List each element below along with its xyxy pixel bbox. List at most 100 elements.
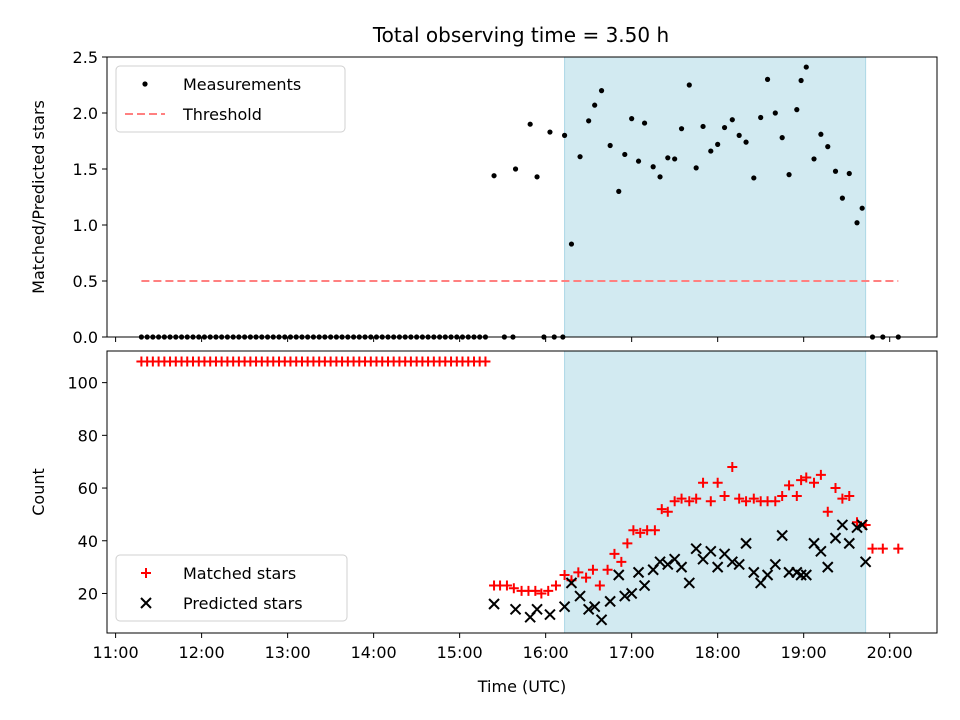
matched-stars-point — [698, 477, 709, 488]
predicted-stars-point — [690, 542, 702, 555]
predicted-stars-point — [733, 558, 745, 571]
matched-stars-point — [676, 493, 687, 504]
predicted-stars-point — [588, 600, 601, 613]
measurement-point — [794, 107, 800, 113]
measurement-point — [607, 142, 613, 149]
matched-stars-point — [877, 543, 888, 554]
chart-title: Total observing time = 3.50 h — [372, 23, 669, 47]
legend-top: Measurements Threshold — [115, 65, 346, 133]
predicted-stars-point — [836, 519, 849, 531]
matched-stars-point — [669, 496, 680, 507]
predicted-stars-point — [815, 545, 827, 558]
measurement-point — [818, 131, 824, 137]
matched-stars-point — [719, 490, 730, 501]
predicted-stars-point — [761, 569, 774, 581]
y-tick-label: 0.0 — [73, 328, 98, 347]
y-axis-label: Matched/Predicted stars — [29, 100, 48, 294]
matched-stars-point — [727, 461, 738, 472]
legend-measurements-label: Measurements — [183, 75, 301, 94]
x-tick-label: 12:00 — [179, 643, 225, 662]
y-tick-label: 100 — [67, 374, 98, 393]
matched-stars-point — [801, 472, 812, 483]
matched-stars-point — [705, 496, 716, 507]
matched-stars-point — [573, 567, 584, 578]
measurement-point — [561, 132, 568, 138]
predicted-stars-point — [769, 558, 782, 571]
observing-span-shade — [564, 56, 867, 338]
predicted-stars-point — [711, 561, 724, 573]
matched-stars-point — [602, 564, 613, 575]
predicted-stars-point — [829, 532, 842, 544]
y-tick-label: 40 — [78, 532, 98, 551]
matched-stars-point — [635, 527, 646, 538]
matched-stars-point — [536, 588, 547, 599]
measurement-point — [743, 139, 749, 145]
legend-matched-label: Matched stars — [183, 564, 296, 583]
predicted-stars-point — [776, 529, 788, 542]
legend-box — [115, 554, 348, 622]
y-tick-label: 0.5 — [73, 272, 98, 291]
matched-stars-point — [616, 556, 627, 567]
measurement-point — [693, 165, 699, 171]
matched-stars-point — [867, 543, 878, 554]
measurement-point — [635, 158, 642, 164]
matched-stars-point — [587, 564, 598, 575]
y-tick-label: 20 — [78, 584, 98, 603]
measurement-point — [786, 172, 792, 178]
measurement-point — [686, 82, 692, 88]
predicted-stars-point — [531, 603, 543, 615]
measurement-point — [672, 156, 678, 162]
predicted-stars-point — [740, 537, 752, 550]
matched-stars-point — [609, 548, 620, 559]
measurement-point — [616, 188, 622, 194]
measurement-point — [534, 174, 540, 180]
matched-stars-point — [622, 538, 633, 549]
matched-stars-point — [770, 496, 781, 507]
predicted-stars-point — [558, 600, 571, 613]
measurement-point — [650, 164, 656, 170]
measurement-point — [758, 114, 764, 121]
matched-stars-point — [734, 493, 745, 504]
measurement-point — [798, 77, 804, 84]
matched-stars-point — [594, 580, 605, 591]
predicted-stars-point — [856, 519, 868, 531]
matched-stars-point — [893, 543, 904, 554]
matched-stars-point — [656, 504, 667, 515]
matched-stars-point — [791, 490, 802, 501]
matched-stars-point — [559, 570, 570, 581]
matched-stars-point — [691, 493, 702, 504]
legend-bottom: Matched stars Predicted stars — [115, 554, 348, 622]
predicted-stars-point — [595, 614, 608, 626]
legend-threshold-label: Threshold — [182, 105, 262, 124]
x-tick-label: 11:00 — [93, 643, 139, 662]
predicted-stars-point — [662, 558, 674, 571]
measurement-point — [779, 135, 785, 141]
measurement-point — [700, 123, 706, 130]
matched-stars-point — [530, 585, 541, 596]
matched-stars-point — [649, 525, 660, 536]
measurement-point — [751, 175, 757, 181]
predicted-stars-point — [582, 603, 595, 615]
predicted-stars-point — [800, 569, 812, 581]
predicted-stars-point — [795, 569, 807, 581]
matched-stars-point — [784, 480, 795, 491]
matched-stars-point — [501, 580, 512, 591]
predicted-stars-point — [748, 566, 760, 579]
predicted-stars-point — [843, 537, 855, 550]
legend-predicted-label: Predicted stars — [183, 594, 303, 613]
y-tick-label: 80 — [78, 426, 98, 445]
matched-stars-point — [748, 493, 759, 504]
predicted-stars-point — [613, 569, 625, 581]
y-tick-label: 1.0 — [73, 216, 98, 235]
measurement-point — [527, 121, 533, 127]
measurement-point — [629, 116, 635, 122]
measurement-point — [665, 155, 671, 161]
measurement-point — [832, 168, 839, 174]
predicted-stars-point — [638, 579, 651, 592]
matched-stars-point — [581, 572, 592, 583]
measurement-point — [803, 64, 809, 70]
matched-stars-point — [837, 493, 848, 504]
matched-stars-point — [809, 477, 820, 488]
matched-stars-point — [508, 583, 519, 594]
